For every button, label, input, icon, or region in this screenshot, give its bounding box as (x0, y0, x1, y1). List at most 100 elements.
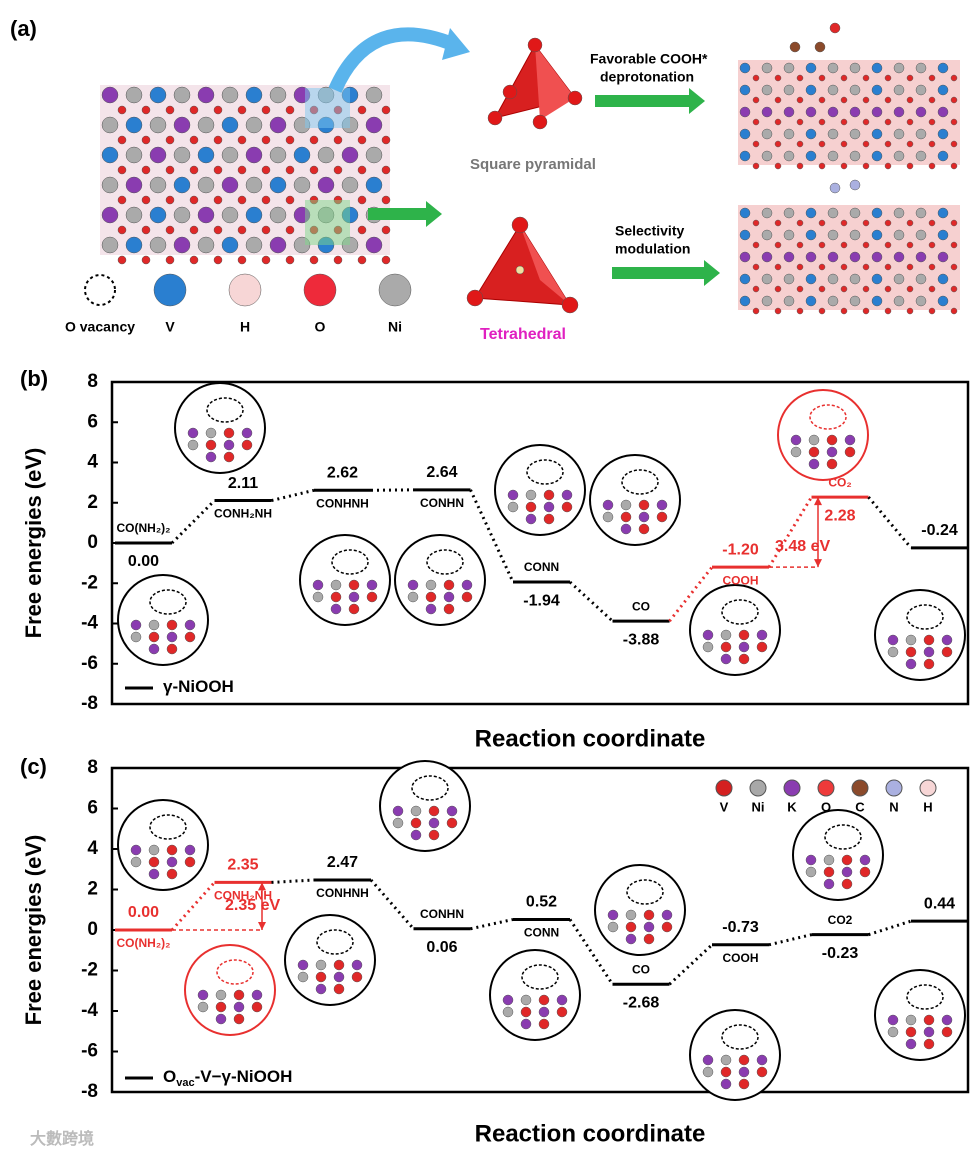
atom (893, 62, 905, 74)
atom (515, 265, 525, 275)
atom (381, 135, 391, 145)
atom (915, 128, 927, 140)
atom (149, 86, 167, 104)
atom (543, 513, 555, 525)
atom (561, 489, 573, 501)
legend-label: Ni (388, 319, 402, 335)
atom (245, 146, 263, 164)
atom (520, 1006, 532, 1018)
atom (333, 971, 345, 983)
atom (849, 179, 861, 191)
atom (293, 176, 311, 194)
atom (237, 255, 247, 265)
atom (893, 84, 905, 96)
atom (841, 854, 853, 866)
atom (317, 176, 335, 194)
atom (357, 225, 367, 235)
atom (752, 285, 760, 293)
atom (774, 162, 782, 170)
atom (928, 162, 936, 170)
atom (887, 634, 899, 646)
atom (849, 207, 861, 219)
atom (884, 96, 892, 104)
highlight (305, 200, 350, 245)
atom (213, 195, 223, 205)
atom (149, 146, 167, 164)
atom (796, 263, 804, 271)
atom (607, 909, 619, 921)
atom (702, 1054, 714, 1066)
atom (527, 37, 543, 53)
atom (221, 86, 239, 104)
atom (840, 118, 848, 126)
atom (906, 263, 914, 271)
atom (428, 817, 440, 829)
atom (410, 829, 422, 841)
atom (702, 629, 714, 641)
x-axis-label: Reaction coordinate (475, 1120, 706, 1147)
atom (752, 74, 760, 82)
highlight (305, 88, 350, 128)
atom (761, 128, 773, 140)
atom (502, 1006, 514, 1018)
structure-circle (299, 534, 391, 626)
atom (357, 105, 367, 115)
atom (269, 146, 287, 164)
atom (101, 206, 119, 224)
legend-part: O (163, 1067, 176, 1086)
atom (887, 646, 899, 658)
atom (166, 643, 178, 655)
atom (884, 307, 892, 315)
atom (823, 878, 835, 890)
atom (153, 273, 187, 307)
atom (950, 140, 958, 148)
atom (884, 162, 892, 170)
atom (928, 96, 936, 104)
annotation: 3.48 eV (775, 538, 830, 555)
atom (620, 523, 632, 535)
arrow-head (689, 88, 705, 114)
atom (189, 105, 199, 115)
atom (906, 219, 914, 227)
atom (928, 307, 936, 315)
atom (774, 285, 782, 293)
legend-label: V (165, 319, 175, 335)
atom (213, 255, 223, 265)
atom (739, 62, 751, 74)
atom (141, 165, 151, 175)
arrow-text: deprotonation (600, 69, 694, 85)
category-label: COOH (723, 951, 759, 965)
atom (166, 844, 178, 856)
atom (862, 74, 870, 82)
atom (840, 140, 848, 148)
atom (187, 427, 199, 439)
atom (251, 989, 263, 1001)
atom (166, 868, 178, 880)
atom (117, 255, 127, 265)
value-label: 2.11 (228, 475, 258, 492)
atom (197, 989, 209, 1001)
atom (827, 150, 839, 162)
atom (905, 1014, 917, 1026)
atom (774, 118, 782, 126)
atom (840, 74, 848, 82)
atom (937, 128, 949, 140)
atom (826, 434, 838, 446)
green-arrow (368, 208, 428, 220)
shape-label: Square pyramidal (470, 156, 596, 173)
atom (101, 236, 119, 254)
atom (365, 176, 383, 194)
atom (905, 634, 917, 646)
atom (808, 434, 820, 446)
atom (173, 176, 191, 194)
atom (245, 116, 263, 134)
atom (752, 118, 760, 126)
atom (783, 229, 795, 241)
atom (351, 971, 363, 983)
atom (805, 229, 817, 241)
atom (165, 135, 175, 145)
atom (237, 165, 247, 175)
atom (141, 105, 151, 115)
atom (871, 150, 883, 162)
atom (428, 805, 440, 817)
